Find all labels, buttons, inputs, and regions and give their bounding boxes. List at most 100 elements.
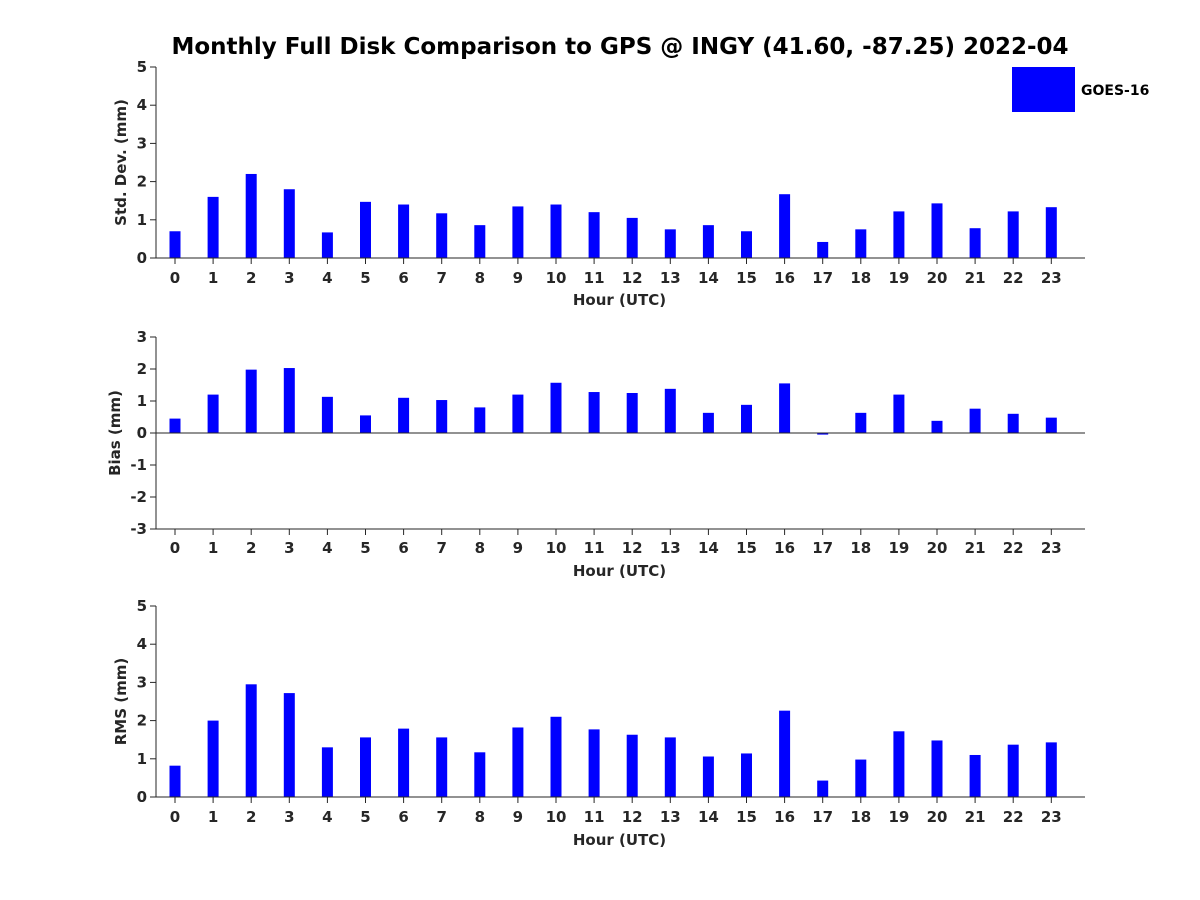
x-tick-label: 15 [736,808,757,826]
bar-2-16 [779,710,791,797]
y-tick-label: 2 [137,173,147,191]
x-tick-label: 19 [888,539,909,557]
y-tick-label: 1 [137,211,147,229]
x-tick-label: 4 [322,269,332,287]
bar-1-23 [1045,417,1057,433]
x-tick-label: 6 [398,808,408,826]
x-tick-label: 5 [360,269,370,287]
x-tick-label: 1 [208,808,218,826]
x-axis-title: Hour (UTC) [573,291,666,309]
x-tick-label: 3 [284,808,294,826]
bar-0-0 [169,231,181,258]
x-tick-label: 21 [965,539,986,557]
x-tick-label: 20 [927,269,948,287]
bar-0-21 [969,228,981,258]
x-axis-title: Hour (UTC) [573,562,666,580]
bar-0-9 [512,206,524,258]
bar-0-10 [550,204,562,258]
bar-2-6 [398,728,410,797]
x-tick-label: 1 [208,269,218,287]
y-axis-title: Bias (mm) [106,390,124,476]
bar-0-13 [664,229,676,258]
x-tick-label: 20 [927,539,948,557]
x-tick-label: 15 [736,539,757,557]
bar-0-12 [626,217,638,258]
bar-2-10 [550,716,562,797]
bar-2-21 [969,754,981,797]
bar-2-17 [817,780,829,797]
bar-0-22 [1007,211,1019,258]
x-tick-label: 16 [774,808,795,826]
x-tick-label: 2 [246,808,256,826]
x-tick-label: 4 [322,808,332,826]
bar-0-8 [474,225,486,258]
y-tick-label: 3 [137,134,147,152]
x-tick-label: 23 [1041,808,1062,826]
x-tick-label: 14 [698,269,719,287]
y-tick-label: 5 [137,58,147,76]
bar-1-22 [1007,413,1019,433]
x-tick-label: 4 [322,539,332,557]
bar-2-15 [741,753,752,797]
bar-1-11 [588,392,600,433]
bar-0-7 [436,213,448,258]
x-tick-label: 12 [622,808,643,826]
y-tick-label: -1 [130,456,147,474]
x-tick-label: 17 [812,539,833,557]
x-tick-label: 3 [284,539,294,557]
x-tick-label: 21 [965,269,986,287]
bar-2-5 [360,737,371,797]
chart-title: Monthly Full Disk Comparison to GPS @ IN… [171,34,1068,60]
x-tick-label: 6 [398,539,408,557]
bar-2-12 [626,734,638,797]
x-tick-label: 11 [584,808,605,826]
bar-2-0 [169,765,181,797]
x-tick-label: 19 [888,269,909,287]
x-tick-label: 16 [774,539,795,557]
bar-2-4 [321,747,333,797]
x-tick-label: 15 [736,269,757,287]
x-tick-label: 7 [436,808,446,826]
x-tick-label: 22 [1003,269,1024,287]
bar-0-4 [321,232,333,258]
bar-1-5 [360,415,371,433]
x-tick-label: 21 [965,808,986,826]
bar-2-23 [1045,742,1057,797]
x-tick-label: 16 [774,269,795,287]
bar-2-8 [474,752,486,797]
bar-1-19 [893,394,905,433]
y-tick-label: 2 [137,712,147,730]
bar-0-19 [893,211,905,258]
bar-2-2 [245,684,257,797]
bar-1-7 [436,400,448,433]
x-tick-label: 22 [1003,808,1024,826]
x-tick-label: 20 [927,808,948,826]
bar-0-14 [702,225,714,258]
x-tick-label: 2 [246,269,256,287]
bar-1-18 [855,412,867,433]
bar-1-6 [398,397,410,433]
bar-1-17 [817,433,829,435]
y-tick-label: 3 [137,328,147,346]
y-axis-title: RMS (mm) [112,658,130,745]
x-tick-label: 18 [850,539,871,557]
bar-2-3 [283,693,295,797]
bar-0-1 [207,196,219,258]
x-tick-label: 12 [622,539,643,557]
y-tick-label: 4 [137,96,147,114]
bar-1-0 [169,418,181,433]
bar-0-3 [283,189,295,258]
bar-2-14 [702,756,714,797]
bar-2-9 [512,727,524,797]
x-tick-label: 18 [850,808,871,826]
y-tick-label: 3 [137,673,147,691]
bar-0-2 [245,173,257,258]
x-tick-label: 14 [698,808,719,826]
bar-1-3 [283,368,295,433]
y-tick-label: 0 [137,788,147,806]
x-tick-label: 7 [436,269,446,287]
bar-1-2 [245,369,257,433]
bar-0-23 [1045,207,1057,258]
